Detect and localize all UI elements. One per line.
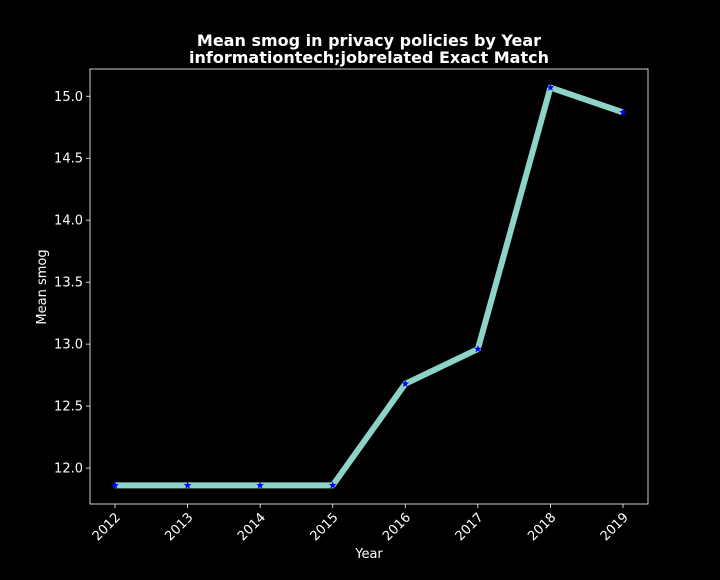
- x-tick-label: 2018: [525, 510, 559, 544]
- data-point-marker: [619, 108, 627, 116]
- y-tick-label: 12.5: [54, 400, 83, 415]
- y-tick-label: 12.0: [54, 462, 83, 477]
- x-tick-label: 2013: [162, 510, 196, 544]
- data-point-marker: [183, 481, 192, 489]
- x-axis-label: Year: [354, 547, 383, 562]
- y-axis-label: Mean smog: [35, 249, 50, 324]
- chart-title-line-1: Mean smog in privacy policies by Year: [197, 31, 541, 50]
- y-axis: 12.0 12.5 13.0 13.5 14.0 14.5 15.0: [54, 90, 90, 477]
- data-point-marker: [111, 481, 119, 489]
- x-tick-label: 2012: [90, 510, 124, 544]
- data-point-marker: [546, 83, 555, 91]
- data-point-marker: [328, 481, 337, 489]
- y-tick-label: 15.0: [54, 90, 83, 105]
- series-line: [115, 84, 624, 489]
- chart-title-line-2: informationtech;jobrelated Exact Match: [189, 48, 549, 67]
- x-tick-label: 2017: [453, 510, 487, 544]
- x-tick-label: 2014: [235, 510, 269, 544]
- y-tick-label: 13.0: [54, 338, 83, 353]
- series-layer: [111, 83, 627, 489]
- x-tick-label: 2016: [380, 510, 414, 544]
- y-tick-label: 14.5: [54, 152, 83, 167]
- y-tick-label: 14.0: [54, 214, 83, 229]
- x-axis: 2012 2013 2014 2015 2016 2017 2018 2019: [90, 504, 632, 544]
- x-tick-label: 2015: [308, 510, 342, 544]
- data-point-marker: [474, 345, 482, 353]
- plot-area-frame: [89, 68, 649, 505]
- y-tick-label: 13.5: [54, 276, 83, 291]
- data-point-marker: [401, 379, 410, 388]
- data-point-marker: [256, 481, 264, 489]
- x-tick-label: 2019: [598, 510, 632, 544]
